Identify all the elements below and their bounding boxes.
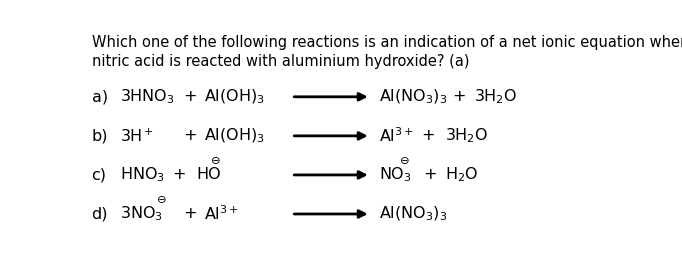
Text: 3NO$_3$: 3NO$_3$ [119,205,162,223]
Text: HNO$_3$: HNO$_3$ [119,166,164,184]
Text: a): a) [91,89,108,104]
Text: +: + [183,128,196,143]
Text: 3H$_2$O: 3H$_2$O [445,127,488,145]
Text: c): c) [91,167,106,182]
Text: H$_2$O: H$_2$O [445,166,478,184]
Text: NO$_3$: NO$_3$ [379,166,411,184]
Text: nitric acid is reacted with aluminium hydroxide? (a): nitric acid is reacted with aluminium hy… [91,54,469,69]
Text: Al$^{3+}$: Al$^{3+}$ [379,127,413,145]
Text: Al(OH)$_3$: Al(OH)$_3$ [204,88,265,106]
Text: 3H$_2$O: 3H$_2$O [474,88,517,106]
Text: +: + [453,89,466,104]
Text: d): d) [91,206,108,222]
Text: Al(NO$_3$)$_3$: Al(NO$_3$)$_3$ [379,205,447,223]
Text: +: + [183,206,196,222]
Text: Which one of the following reactions is an indication of a net ionic equation wh: Which one of the following reactions is … [91,35,682,50]
Text: +: + [424,167,437,182]
Text: Al(NO$_3$)$_3$: Al(NO$_3$)$_3$ [379,88,447,106]
Text: 3HNO$_3$: 3HNO$_3$ [119,88,174,106]
Text: $\ominus$: $\ominus$ [156,194,166,205]
Text: Al$^{3+}$: Al$^{3+}$ [204,205,239,223]
Text: 3H$^+$: 3H$^+$ [119,127,153,144]
Text: $\ominus$: $\ominus$ [210,155,220,166]
Text: +: + [183,89,196,104]
Text: HO: HO [196,167,221,182]
Text: +: + [421,128,434,143]
Text: $\ominus$: $\ominus$ [399,155,410,166]
Text: +: + [173,167,186,182]
Text: Al(OH)$_3$: Al(OH)$_3$ [204,127,265,145]
Text: b): b) [91,128,108,143]
